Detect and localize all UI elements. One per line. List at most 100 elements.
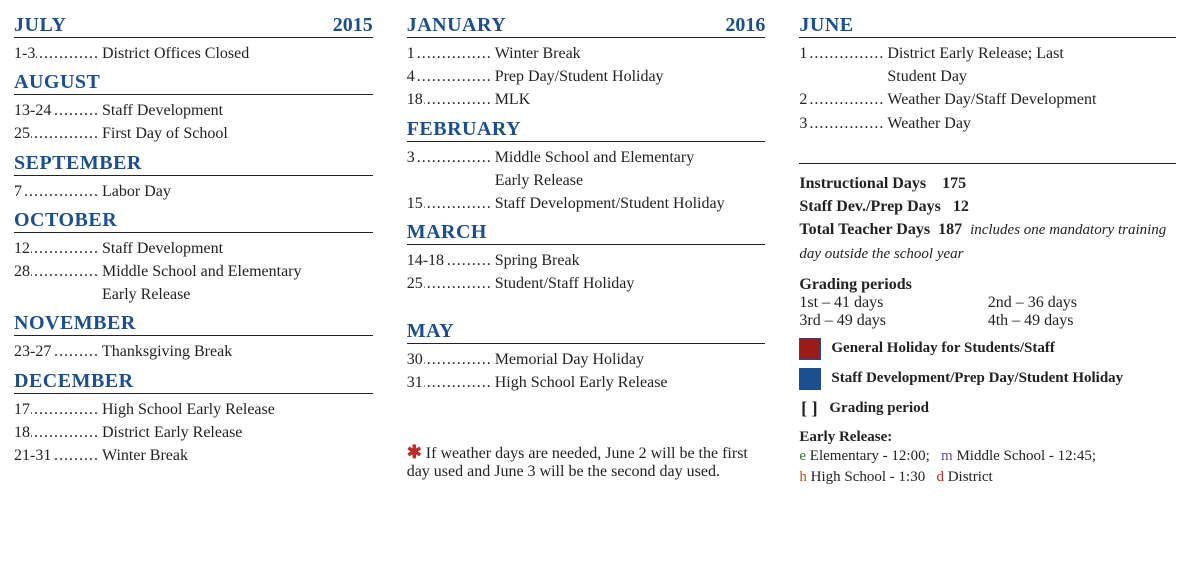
entry: 4 Prep Day/Student Holiday xyxy=(407,65,766,88)
entry: 13-24 Staff Development xyxy=(14,99,373,122)
entry: 2Weather Day/Staff Development xyxy=(799,88,1176,111)
header-october: OCTOBER xyxy=(14,209,373,233)
entry-date: 30 xyxy=(407,351,424,368)
entry-desc: Middle School and Elementary xyxy=(493,146,766,169)
summary-label: Total Teacher Days xyxy=(799,221,930,238)
year-2016: 2016 xyxy=(725,14,765,37)
entry-desc: Student/Staff Holiday xyxy=(493,272,766,295)
entry: 18MLK xyxy=(407,88,766,111)
month-title: FEBRUARY xyxy=(407,118,521,141)
entry: 1-3District Offices Closed xyxy=(14,42,373,65)
calendar-columns: JULY 2015 1-3District Offices Closed AUG… xyxy=(14,8,1176,488)
blue-swatch-icon xyxy=(799,368,821,390)
summary-value: 175 xyxy=(942,175,966,192)
entry-date: 18 xyxy=(14,424,31,441)
summary-value: 12 xyxy=(953,198,969,215)
entry-desc: Labor Day xyxy=(100,180,373,203)
header-january: JANUARY 2016 xyxy=(407,14,766,38)
month-title: MARCH xyxy=(407,221,487,244)
summary-staff: Staff Dev./Prep Days 12 xyxy=(799,195,1176,218)
summary-instructional: Instructional Days 175 xyxy=(799,172,1176,195)
column-middle: JANUARY 2016 1 Winter Break 4 Prep Day/Stu… xyxy=(407,8,766,488)
legend-grading: [ ] Grading period xyxy=(799,398,1176,419)
entry: 1District Early Release; Last xyxy=(799,42,1176,65)
entry-date: 28 xyxy=(14,263,31,280)
month-title: AUGUST xyxy=(14,71,100,94)
header-december: DECEMBER xyxy=(14,370,373,394)
entry-date: 15 xyxy=(407,195,424,212)
entry-desc: Weather Day xyxy=(885,112,1176,135)
grading-p3: 3rd – 49 days xyxy=(799,312,987,330)
code-d-text: District xyxy=(948,469,993,485)
legend-text: Staff Development/Prep Day/Student Holid… xyxy=(831,370,1123,387)
header-july: JULY 2015 xyxy=(14,14,373,38)
grading-p4: 4th – 49 days xyxy=(988,312,1176,330)
header-may: MAY xyxy=(407,320,766,344)
entry-date: 12 xyxy=(14,240,31,257)
entry-desc: Staff Development/Student Holiday xyxy=(493,192,766,215)
asterisk-icon: ✱ xyxy=(407,442,422,462)
bracket-icon: [ ] xyxy=(799,398,819,419)
summary-label: Staff Dev./Prep Days xyxy=(799,198,940,215)
entry-date: 4 xyxy=(407,68,416,85)
entry: 21-31 Winter Break xyxy=(14,444,373,467)
month-title: NOVEMBER xyxy=(14,312,136,335)
month-title: JULY xyxy=(14,14,66,37)
entry: 25Student/Staff Holiday xyxy=(407,272,766,295)
entry: 17High School Early Release xyxy=(14,398,373,421)
entry: 7 Labor Day xyxy=(14,180,373,203)
grading-title: Grading periods xyxy=(799,276,1176,294)
code-e-text: Elementary - 12:00; xyxy=(810,448,930,464)
entry: 1 Winter Break xyxy=(407,42,766,65)
grading-p2: 2nd – 36 days xyxy=(988,294,1176,312)
summary-value: 187 xyxy=(938,221,962,238)
entry: 18 District Early Release xyxy=(14,421,373,444)
entry: 28Middle School and Elementary xyxy=(14,260,373,283)
summary-total: Total Teacher Days 187 includes one mand… xyxy=(799,218,1176,266)
header-september: SEPTEMBER xyxy=(14,152,373,176)
entry-date: 14-18 xyxy=(407,252,445,269)
entry-desc: MLK xyxy=(493,88,766,111)
code-d: d xyxy=(936,469,944,485)
entry-desc: Memorial Day Holiday xyxy=(493,348,766,371)
entry-desc: High School Early Release xyxy=(100,398,373,421)
column-right: JUNE 1District Early Release; Last Stude… xyxy=(799,8,1176,488)
entry-desc: District Offices Closed xyxy=(100,42,373,65)
header-february: FEBRUARY xyxy=(407,118,766,142)
entry-desc: Staff Development xyxy=(100,237,373,260)
code-e: e xyxy=(799,448,806,464)
entry: 15 Staff Development/Student Holiday xyxy=(407,192,766,215)
header-march: MARCH xyxy=(407,221,766,245)
entry-desc: District Early Release; Last xyxy=(885,42,1176,65)
entry-desc: Staff Development xyxy=(100,99,373,122)
code-m: m xyxy=(941,448,953,464)
entry-date: 7 xyxy=(14,183,23,200)
legend-text: General Holiday for Students/Staff xyxy=(831,340,1054,357)
grading-row-2: 3rd – 49 days 4th – 49 days xyxy=(799,312,1176,330)
legend-text: Grading period xyxy=(829,400,929,417)
entry: 25First Day of School xyxy=(14,122,373,145)
entry-desc-line2: Early Release xyxy=(14,283,373,306)
header-august: AUGUST xyxy=(14,71,373,95)
legend-staffdev: Staff Development/Prep Day/Student Holid… xyxy=(799,368,1176,390)
header-november: NOVEMBER xyxy=(14,312,373,336)
grading-row-1: 1st – 41 days 2nd – 36 days xyxy=(799,294,1176,312)
entry-desc: First Day of School xyxy=(100,122,373,145)
entry-desc: District Early Release xyxy=(100,421,373,444)
header-june: JUNE xyxy=(799,14,1176,38)
summary-divider xyxy=(799,163,1176,164)
entry-desc: Winter Break xyxy=(100,444,373,467)
entry: 3Middle School and Elementary xyxy=(407,146,766,169)
code-m-text: Middle School - 12:45; xyxy=(956,448,1096,464)
entry-date: 1 xyxy=(407,45,416,62)
entry-desc: Winter Break xyxy=(493,42,766,65)
entry-date: 31 xyxy=(407,374,424,391)
entry-desc: Prep Day/Student Holiday xyxy=(493,65,766,88)
month-title: MAY xyxy=(407,320,454,343)
entry-date: 21-31 xyxy=(14,447,52,464)
entry: 23-27Thanksgiving Break xyxy=(14,340,373,363)
entry-date: 13-24 xyxy=(14,102,52,119)
entry-desc-line2: Student Day xyxy=(799,65,1176,88)
code-h: h xyxy=(799,469,807,485)
entry-desc: Thanksgiving Break xyxy=(100,340,373,363)
